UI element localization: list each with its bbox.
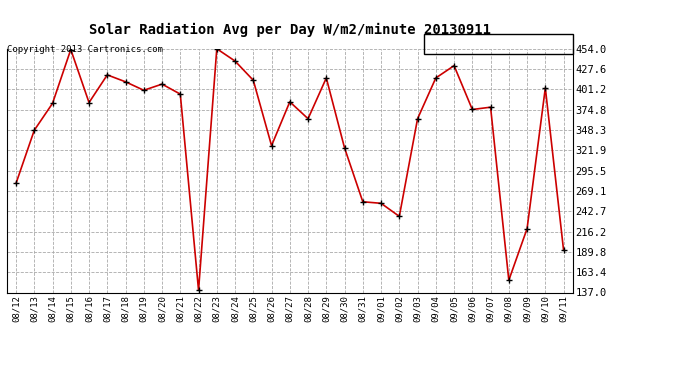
Text: Solar Radiation Avg per Day W/m2/minute 20130911: Solar Radiation Avg per Day W/m2/minute … (89, 22, 491, 37)
Text: Radiation  (W/m2/Minute): Radiation (W/m2/Minute) (434, 40, 563, 49)
Text: Copyright 2013 Cartronics.com: Copyright 2013 Cartronics.com (7, 45, 163, 54)
